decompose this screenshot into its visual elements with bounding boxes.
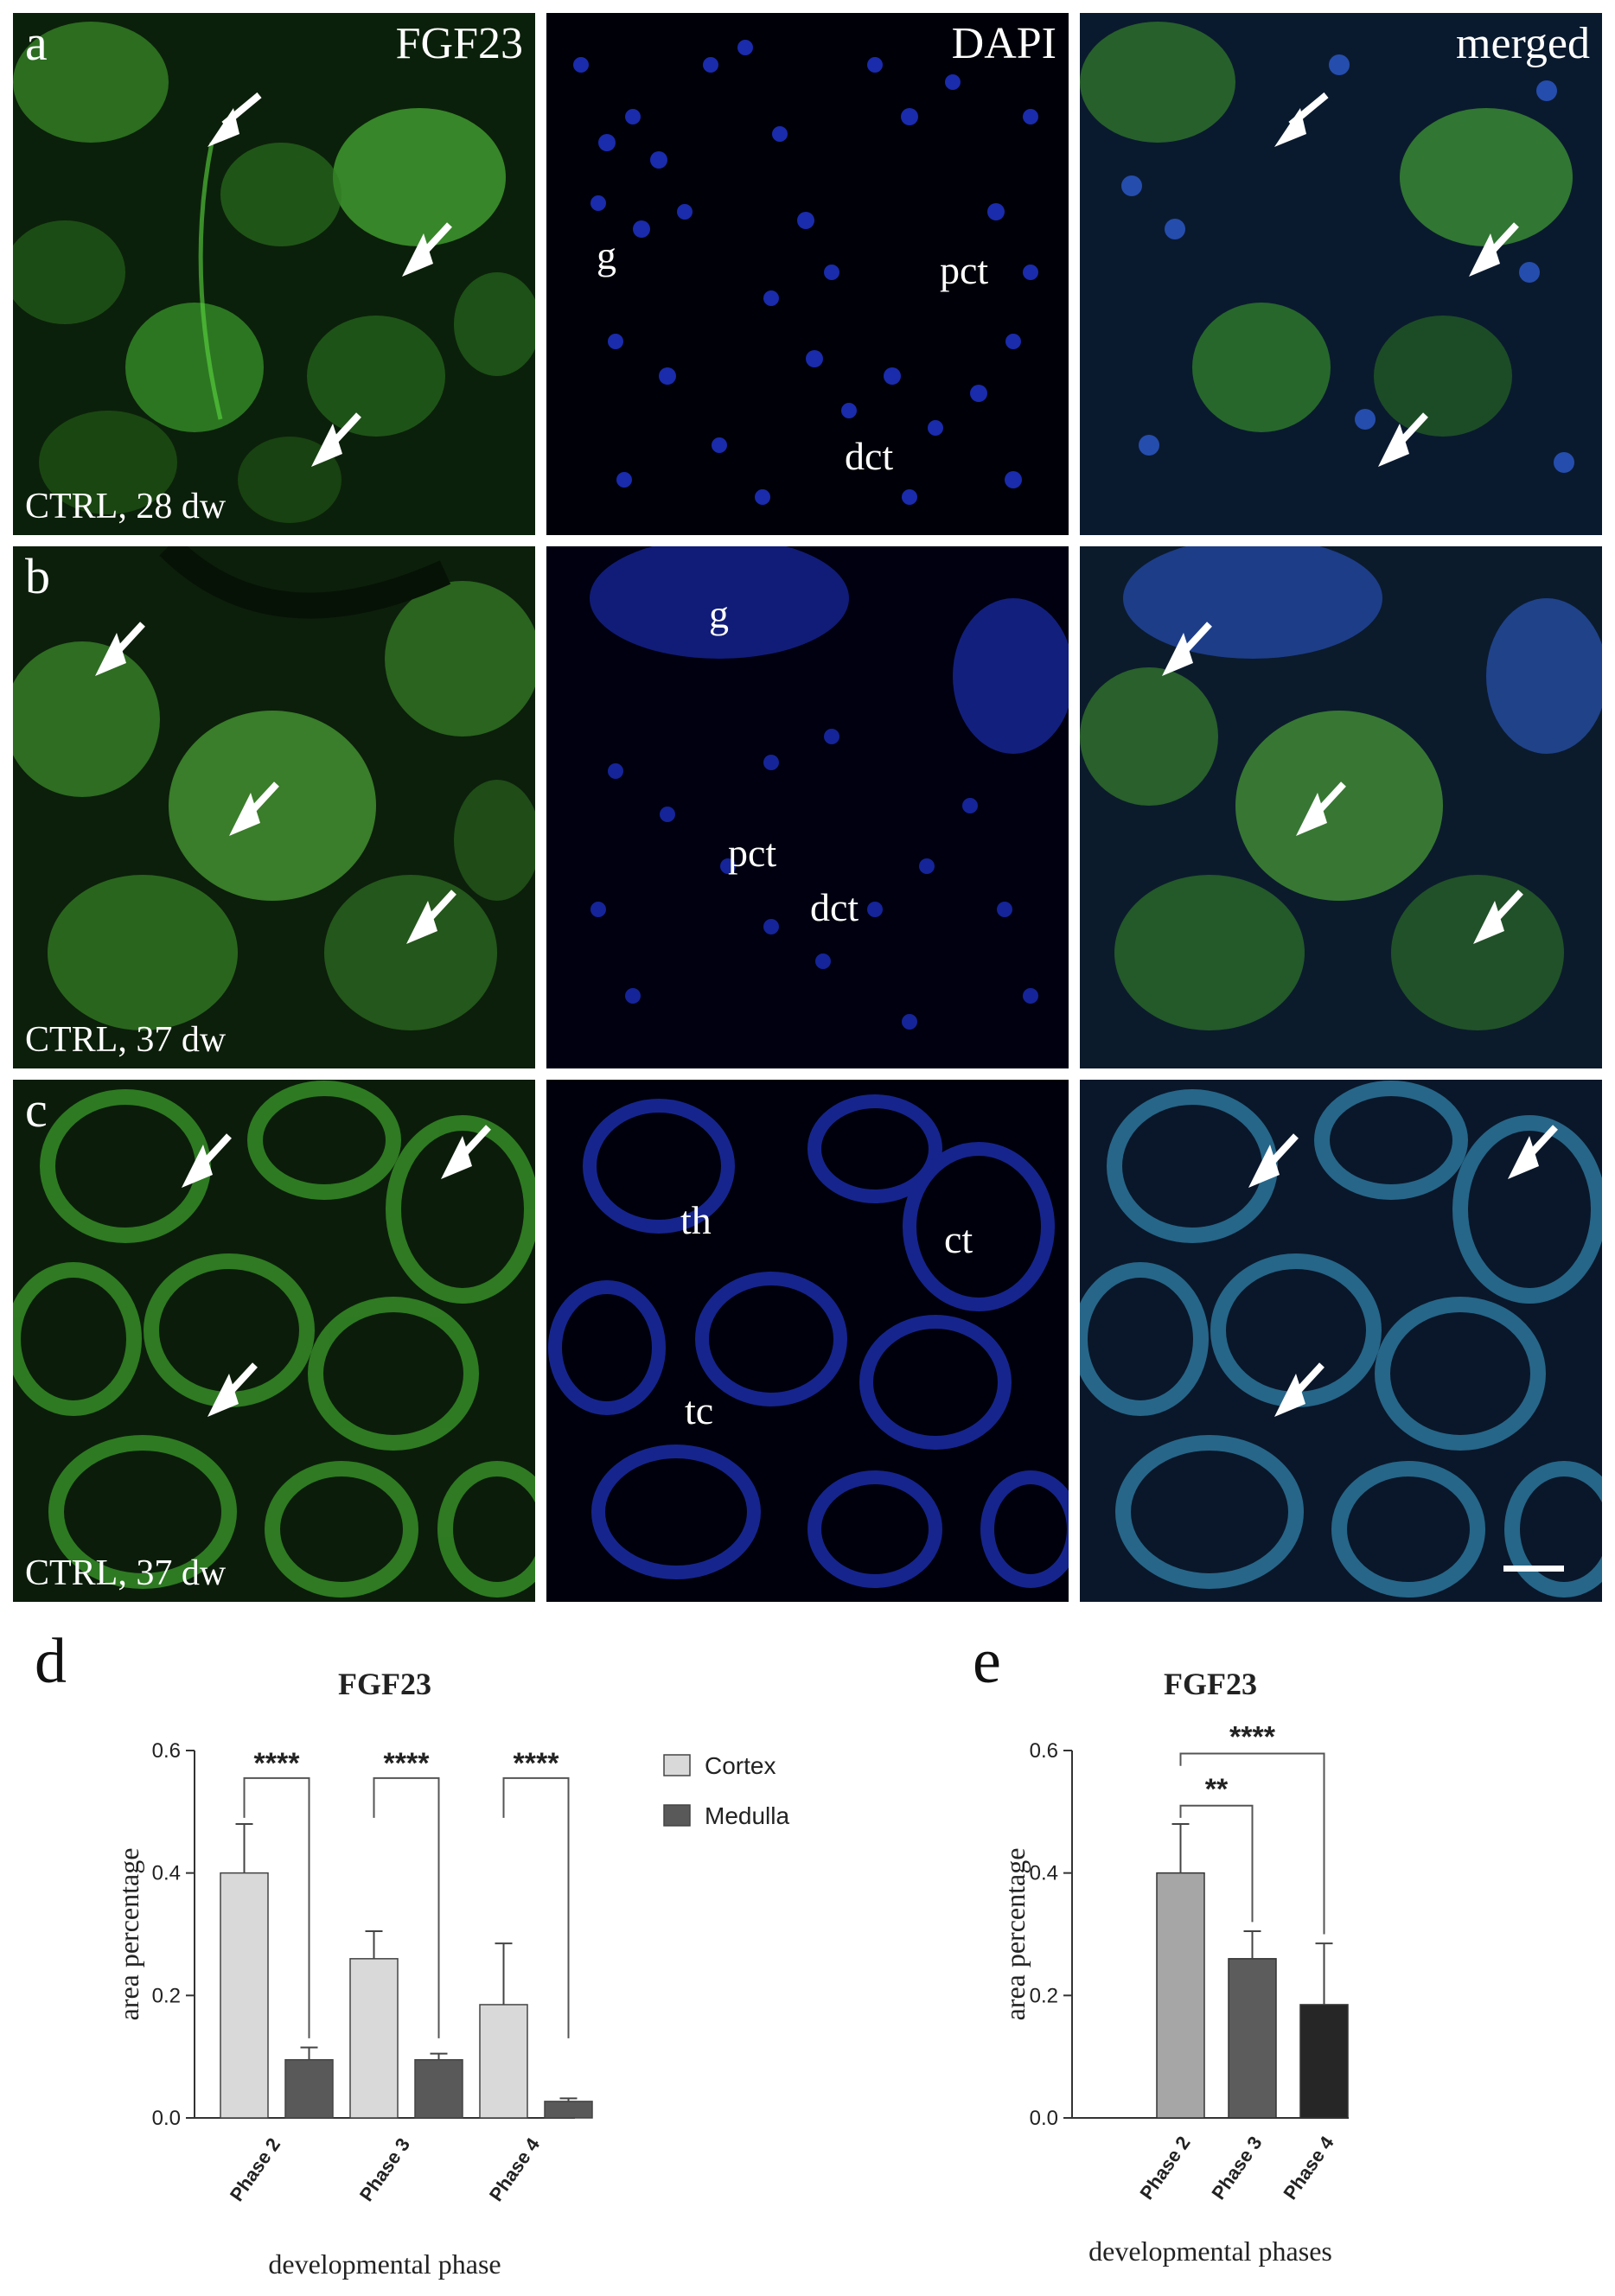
chart-d-significance-label: **** — [514, 1747, 560, 1780]
panel-a-dapi: DAPI g pct dct — [546, 13, 1069, 535]
panel-letter-b: b — [25, 548, 50, 604]
dapi-tissue-image-c — [546, 1080, 1069, 1602]
chart-e-category-label: Phase 2 — [1135, 2133, 1194, 2204]
chart-e: 0.0 0.2 0.4 0.6 FGF23 area percentage developm… — [999, 1667, 1349, 2267]
arrow-icons-b-fgf23 — [95, 622, 456, 944]
chart-d-ylabel: area percentage — [113, 1848, 144, 2021]
chart-e-ytick-label: 0.4 — [1030, 1862, 1058, 1885]
chart-d-significance-label: **** — [384, 1747, 431, 1780]
panel-letter-a: a — [25, 15, 48, 71]
structure-label-b-3: dct — [810, 885, 859, 929]
condition-label-c: CTRL, 37 dw — [25, 1553, 227, 1593]
chart-d-title: FGF23 — [338, 1667, 431, 1701]
chart-d-legend-swatch-cortex — [663, 1754, 691, 1776]
panel-letter-d: d — [35, 1626, 67, 1697]
condition-label-a: CTRL, 28 dw — [25, 487, 227, 526]
chart-d-significance-bracket — [373, 1776, 440, 2038]
structure-label-c-2: ct — [944, 1217, 973, 1261]
chart-d-significance-bracket — [502, 1776, 570, 2038]
panel-b-merged — [1080, 546, 1602, 1068]
chart-e-bar — [1156, 1872, 1205, 2119]
chart-e-significance-bracket — [1179, 1804, 1254, 1923]
chart-e-ytick-label: 0.6 — [1030, 1739, 1058, 1763]
panel-a-fgf23: a FGF23 CTRL, 28 dw — [13, 13, 535, 535]
fgf23-tissue-image-a — [13, 13, 535, 535]
structure-label-a-3: dct — [845, 434, 894, 478]
micrograph-grid: a FGF23 CTRL, 28 dw DAPI g pct dct — [13, 13, 1602, 1602]
arrow-icons-a-fgf23 — [207, 92, 452, 467]
chart-d-legend-label-medulla: Medulla — [705, 1802, 789, 1829]
structure-label-c-1: th — [680, 1198, 712, 1242]
structure-label-a-2: pct — [940, 248, 989, 292]
dapi-tissue-image-b — [546, 546, 1069, 1068]
chart-d-significance-label: **** — [254, 1747, 301, 1780]
chart-e-title: FGF23 — [1164, 1667, 1257, 1701]
channel-label-dapi: DAPI — [951, 19, 1056, 68]
chart-e-significance-label: **** — [1229, 1721, 1276, 1754]
panel-letter-e: e — [973, 1626, 1001, 1697]
chart-e-significance-bracket — [1179, 1752, 1325, 1935]
chart-d-bar-cortex — [349, 1958, 399, 2119]
chart-e-category-label: Phase 4 — [1279, 2132, 1338, 2204]
chart-d-ytick-label: 0.4 — [152, 1862, 181, 1885]
chart-e-category-label: Phase 3 — [1207, 2133, 1266, 2204]
arrow-icons-c-merged — [1248, 1125, 1564, 1572]
dapi-tissue-image-a — [546, 13, 1069, 535]
arrow-icons-c-fgf23 — [182, 1125, 491, 1417]
chart-d-bar-cortex — [479, 2004, 528, 2119]
chart-e-ytick-label: 0.0 — [1030, 2107, 1058, 2130]
chart-d-ytick-label: 0.6 — [152, 1739, 181, 1763]
chart-d-xlabel: developmental phase — [268, 2248, 501, 2280]
chart-e-significance-label: ** — [1205, 1773, 1229, 1806]
fgf23-tissue-image-b — [13, 546, 535, 1068]
structure-label-a-1: g — [597, 233, 616, 277]
panel-c-dapi: th ct tc — [546, 1080, 1069, 1602]
panel-b-fgf23: b CTRL, 37 dw — [13, 546, 535, 1068]
panel-a-merged: merged — [1080, 13, 1602, 535]
structure-label-b-2: pct — [728, 831, 777, 875]
arrow-icons-a-merged — [1274, 92, 1519, 467]
structure-label-c-3: tc — [685, 1388, 714, 1432]
chart-e-bar — [1228, 1958, 1277, 2119]
chart-d-significance-bracket — [243, 1776, 310, 2038]
chart-d-bar-medulla — [284, 2058, 334, 2119]
chart-d-ytick-label: 0.2 — [152, 1984, 181, 2007]
arrow-icons-b-merged — [1162, 622, 1523, 944]
chart-e-ylabel: area percentage — [999, 1848, 1031, 2021]
panel-c-merged — [1080, 1080, 1602, 1602]
channel-label-merged: merged — [1456, 19, 1590, 68]
chart-d-category-label: Phase 3 — [355, 2134, 414, 2205]
merged-tissue-image-b — [1080, 546, 1602, 1068]
scale-bar — [1503, 1566, 1564, 1572]
chart-d-bar-medulla — [544, 2101, 593, 2119]
chart-d-category-label: Phase 2 — [226, 2134, 284, 2205]
structure-label-b-1: g — [709, 592, 729, 636]
panel-b-dapi: g pct dct — [546, 546, 1069, 1068]
chart-d-category-label: Phase 4 — [485, 2133, 545, 2205]
chart-d-ytick-label: 0.0 — [152, 2107, 181, 2130]
chart-d-legend-label-cortex: Cortex — [705, 1752, 776, 1779]
chart-e-ytick-label: 0.2 — [1030, 1984, 1058, 2007]
chart-d-legend-swatch-medulla — [663, 1804, 691, 1827]
chart-d-bar-cortex — [220, 1872, 269, 2119]
panel-letter-c: c — [25, 1081, 48, 1138]
chart-d: 0.0 0.2 0.4 0.6 FGF23 area percentage developm… — [113, 1667, 789, 2280]
chart-e-bar — [1299, 2004, 1349, 2119]
chart-e-xlabel: developmental phases — [1088, 2235, 1332, 2267]
channel-label-fgf23: FGF23 — [395, 19, 523, 68]
merged-tissue-image-a — [1080, 13, 1602, 535]
chart-d-bar-medulla — [414, 2058, 463, 2119]
condition-label-b: CTRL, 37 dw — [25, 1020, 227, 1060]
panel-c-fgf23: c CTRL, 37 dw — [13, 1080, 535, 1602]
